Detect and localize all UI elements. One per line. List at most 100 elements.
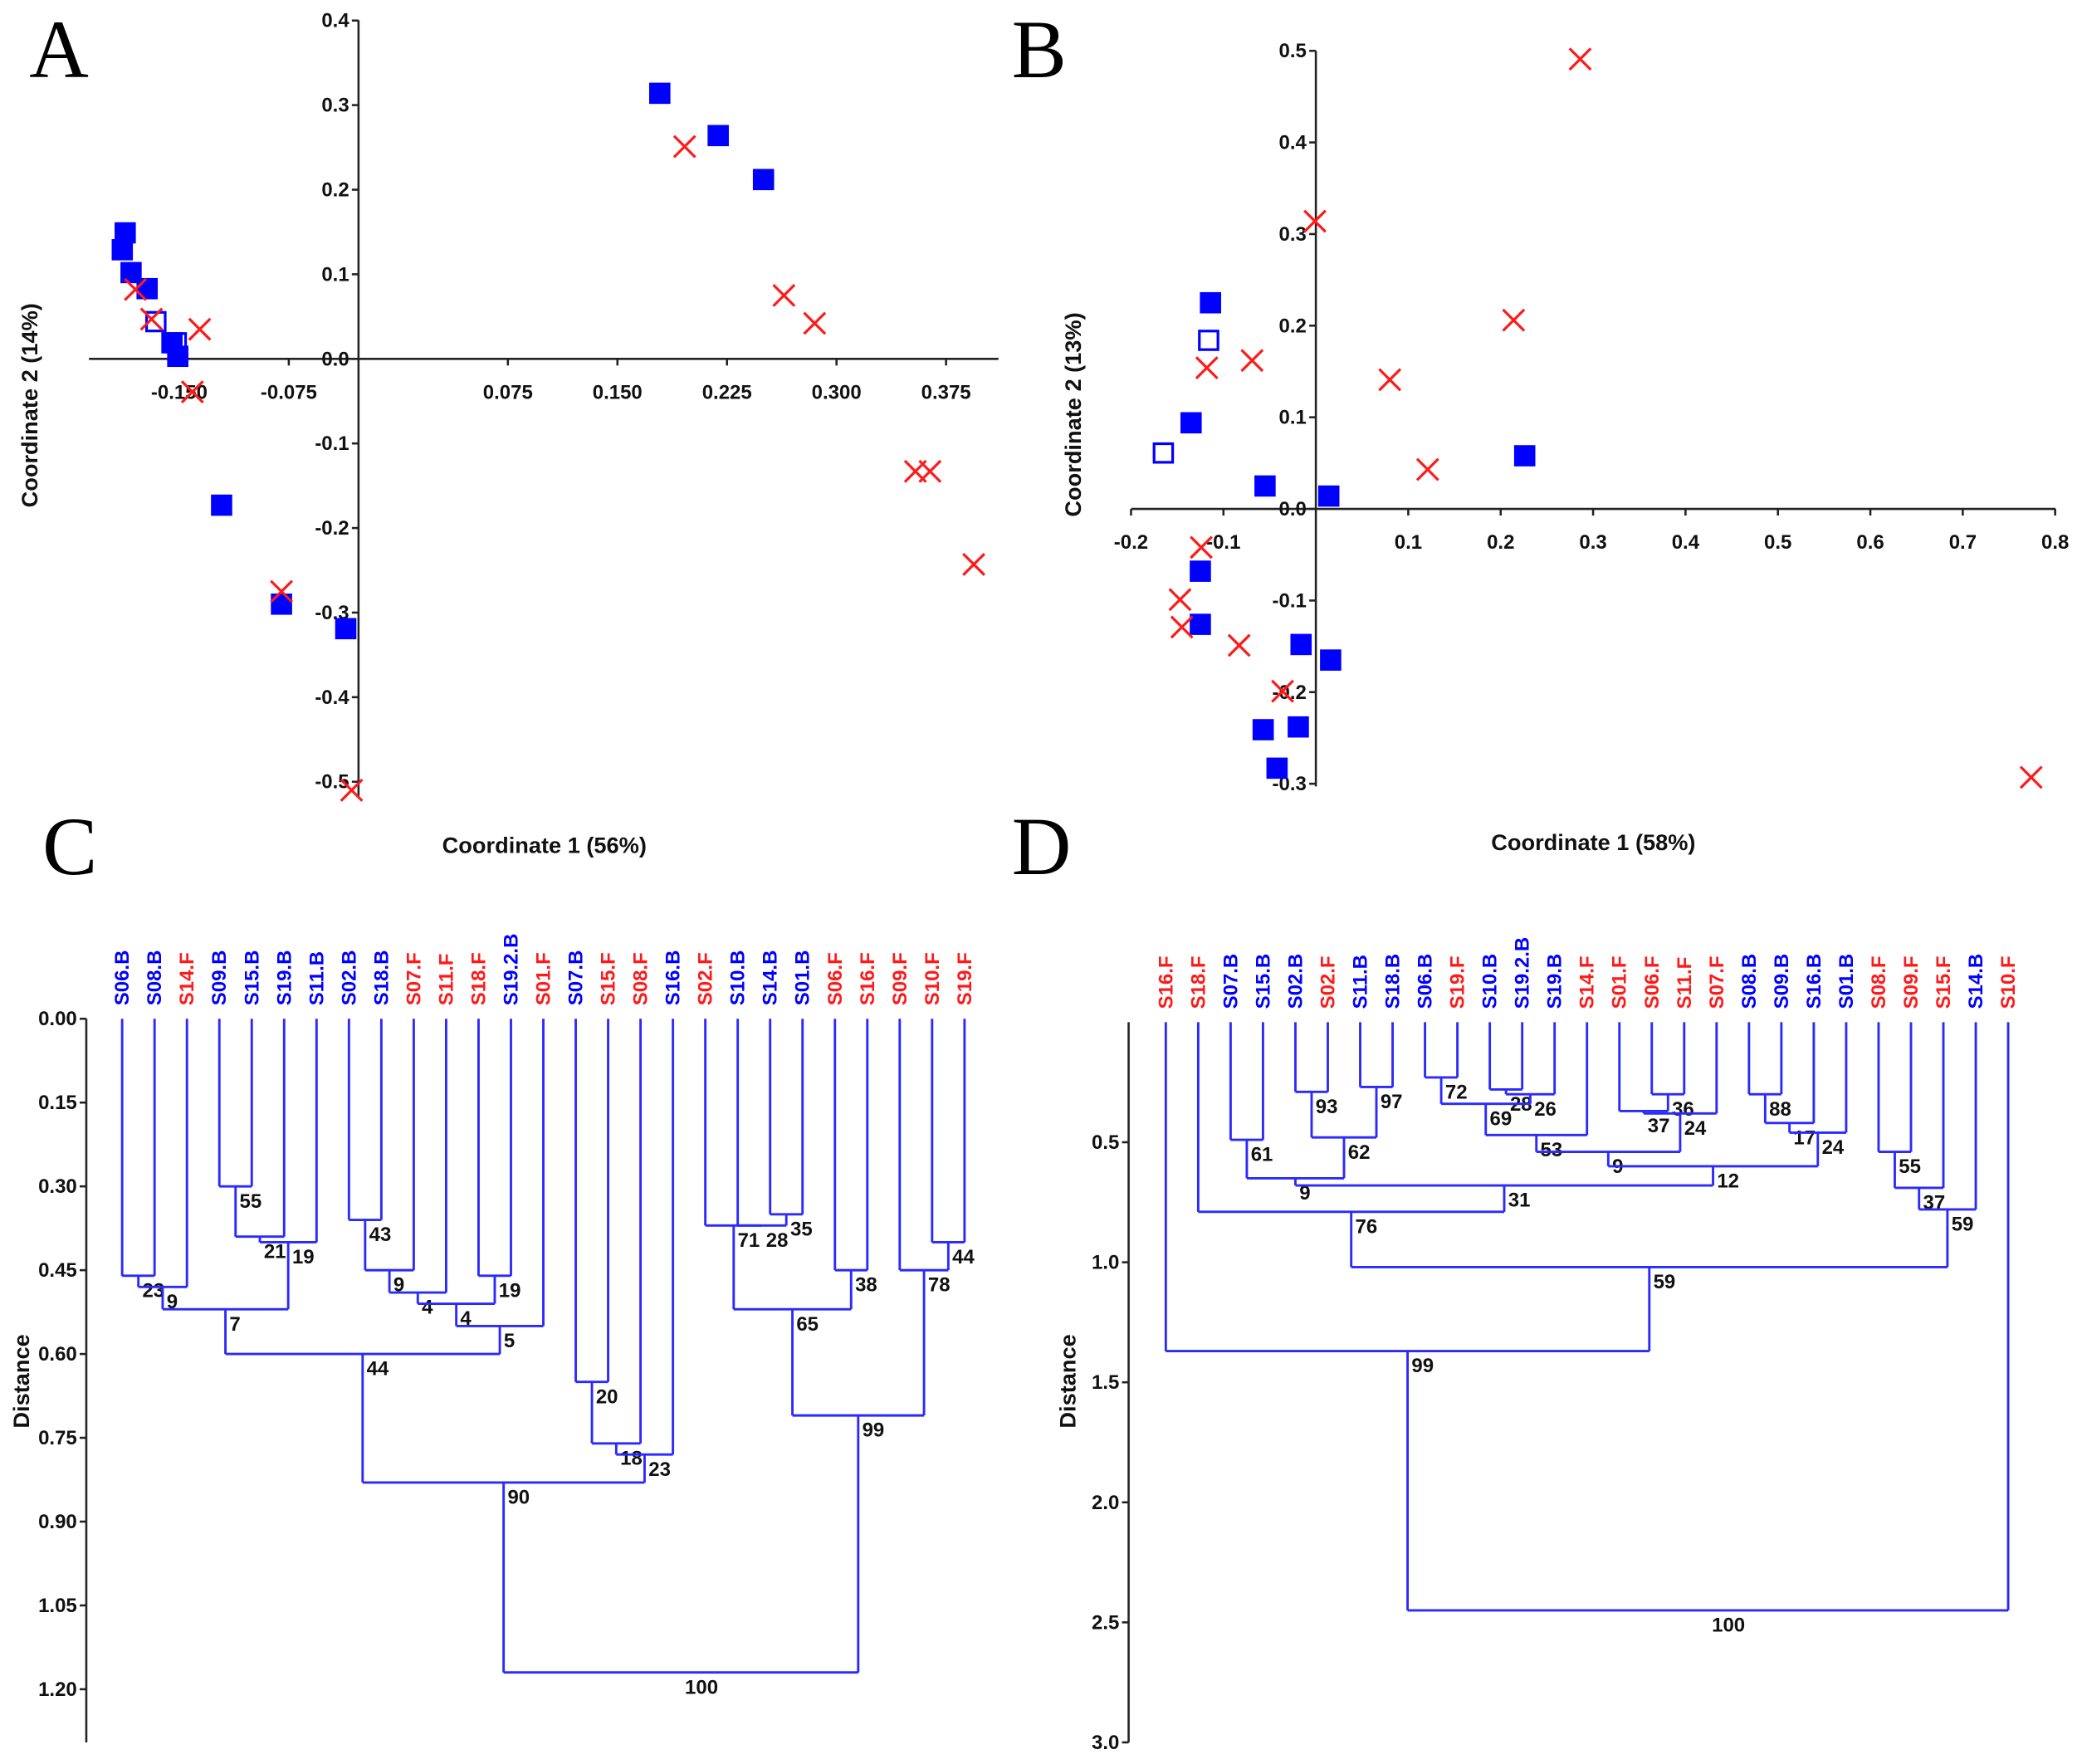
bootstrap-value: 26 [1534, 1098, 1557, 1121]
x-tick-label: 0.6 [1856, 531, 1884, 554]
y-tick-label: 0.1 [321, 263, 349, 286]
filled-square-point [707, 125, 729, 147]
leaf-label: S07.B [565, 950, 588, 1006]
leaf-label: S16.B [662, 950, 685, 1006]
y-tick-label: -0.4 [315, 687, 349, 709]
leaf-label: S02.B [338, 950, 360, 1006]
bootstrap-value: 9 [1299, 1182, 1310, 1205]
leaf-label: S11.F [1674, 957, 1696, 1009]
bootstrap-value: 19 [292, 1246, 315, 1268]
cross-point [1170, 615, 1194, 639]
bootstrap-value: 12 [1717, 1170, 1739, 1193]
leaf-label: S15.F [598, 952, 620, 1005]
panel-a-x-axis-label: Coordinate 1 (56%) [442, 832, 647, 858]
open-square-point [165, 332, 188, 354]
filled-square-point [1288, 716, 1309, 738]
bootstrap-value: 72 [1445, 1082, 1468, 1104]
leaf-label: S07.B [1219, 954, 1242, 1009]
panel-c-y-axis-label: Distance [8, 1334, 34, 1428]
cross-point [139, 307, 164, 331]
bootstrap-value: 21 [264, 1240, 286, 1263]
panel-c-dendrogram: 0.00 0.15 0.30 0.45 0.60 0.75 0.90 1.05 1.20 S06.… [38, 934, 976, 1742]
leaf-label: S19.F [1447, 955, 1469, 1009]
bootstrap-value: 37 [1648, 1115, 1670, 1137]
bootstrap-value: 35 [790, 1218, 813, 1240]
y-tick-label: 0.0 [321, 348, 349, 370]
y-tick-label: 0.00 [38, 1008, 77, 1030]
cross-point [1568, 47, 1592, 71]
bootstrap-value: 28 [766, 1229, 789, 1252]
cross-point [1168, 588, 1192, 612]
filled-square-point [1252, 719, 1274, 740]
y-tick-label: 0.2 [1279, 315, 1307, 337]
filled-square-point [1200, 291, 1221, 314]
leaf-label: S01.F [1609, 955, 1631, 1009]
cross-point [1190, 535, 1213, 559]
y-tick-label: -0.2 [315, 517, 349, 540]
bootstrap-value: 55 [240, 1190, 262, 1213]
y-tick-label: -0.1 [1273, 589, 1307, 612]
panel-letter-d: D [1012, 802, 1072, 892]
leaf-label: S07.F [403, 952, 425, 1005]
leaf-label: S07.F [1706, 955, 1728, 1009]
x-tick-label: -0.075 [261, 381, 317, 403]
leaf-label: S08.F [1868, 955, 1890, 1009]
bootstrap-value: 69 [1490, 1107, 1513, 1130]
filled-square-point [111, 239, 134, 261]
y-tick-label: 0.5 [1092, 1131, 1119, 1154]
leaf-label: S11.B [305, 951, 328, 1005]
bootstrap-value: 44 [952, 1246, 975, 1268]
bootstrap-value: 97 [1381, 1091, 1403, 1113]
bootstrap-value: 55 [1899, 1156, 1921, 1178]
leaf-label: S14.F [176, 952, 198, 1005]
cross-point [1378, 368, 1402, 392]
panel-b-x-axis-label: Coordinate 1 (58%) [1491, 829, 1695, 855]
leaf-label: S10.B [727, 950, 750, 1006]
panel-b-y-axis-label: Coordinate 2 (13%) [1060, 312, 1086, 516]
leaf-label: S01.F [533, 952, 555, 1005]
filled-square-point [1266, 757, 1288, 779]
leaf-label: S06.B [1415, 954, 1437, 1009]
panel-letter-a: A [29, 5, 89, 95]
x-tick-label: 0.075 [483, 381, 533, 403]
bootstrap-value: 93 [1316, 1096, 1338, 1118]
y-tick-label: 2.0 [1092, 1492, 1119, 1514]
leaf-label: S19.B [1544, 954, 1566, 1009]
y-tick-label: 0.2 [321, 179, 349, 202]
bootstrap-value: 90 [507, 1486, 530, 1508]
leaf-label: S10.F [921, 952, 944, 1005]
y-tick-label: 0.0 [1279, 498, 1307, 520]
bootstrap-value: 5 [504, 1330, 515, 1352]
bootstrap-value: 36 [1672, 1098, 1694, 1121]
y-tick-label: 0.75 [38, 1427, 77, 1449]
cross-point [2019, 765, 2043, 789]
bootstrap-value: 31 [1508, 1190, 1531, 1212]
leaf-label: S18.F [1187, 955, 1210, 1009]
leaf-label: S14.F [1576, 955, 1599, 1009]
y-tick-label: -0.1 [315, 432, 349, 455]
bootstrap-value: 71 [738, 1229, 760, 1252]
bootstrap-value: 4 [460, 1307, 472, 1330]
y-tick-label: 0.3 [1279, 223, 1307, 246]
x-tick-label: 0.375 [921, 381, 971, 403]
panel-a-y-axis-label: Coordinate 2 (14%) [17, 303, 42, 507]
leaf-label: S09.B [208, 950, 231, 1006]
bootstrap-value: 37 [1923, 1192, 1946, 1214]
x-tick-label: 0.8 [2041, 531, 2069, 554]
filled-square-point [1254, 475, 1276, 497]
filled-square-point [1290, 633, 1312, 656]
bootstrap-value: 9 [167, 1291, 178, 1313]
y-tick-label: 1.05 [38, 1595, 77, 1617]
y-tick-label: 1.20 [38, 1678, 77, 1701]
bootstrap-value: 100 [1712, 1615, 1745, 1637]
bootstrap-value: 59 [1654, 1271, 1676, 1293]
cross-point [124, 277, 148, 301]
cross-point [270, 579, 294, 603]
x-tick-label: 0.1 [1395, 531, 1422, 554]
y-tick-label: 0.90 [38, 1511, 77, 1533]
y-tick-label: 1.0 [1092, 1252, 1119, 1274]
leaf-label: S06.F [824, 952, 847, 1005]
bootstrap-value: 76 [1355, 1215, 1377, 1238]
open-square-point [1152, 442, 1175, 464]
